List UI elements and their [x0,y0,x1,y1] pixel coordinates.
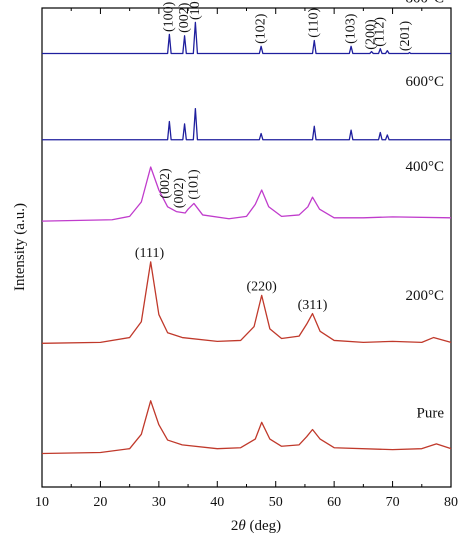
peak-label: (220) [247,280,278,295]
plot-axes: 10 20 30 40 50 60 70 80 [35,7,458,510]
peak-label: (002) [172,178,187,209]
x-tick-label: 10 [35,495,49,510]
peak-label: (103) [343,13,358,44]
series-line-1 [42,107,451,141]
x-tick-label: 80 [444,495,458,510]
series-name-label: 600°C [405,74,444,90]
peak-label: (102) [253,13,268,44]
peak-label: (101) [187,169,202,200]
series-line-4 [41,400,452,455]
series-name-label: Pure [417,406,445,422]
x-tick-label: 30 [152,495,166,510]
plot-frame [41,7,452,488]
y-axis-title: Intensity (a.u.) [12,203,28,291]
x-tick-label: 40 [210,495,224,510]
series-names-layer: 800°C 600°C 400°C 200°C Pure [405,0,444,422]
peak-labels-layer: (100) (002)(101)(102) (110) (103) (200)(112)… [135,0,413,313]
x-tick-label: 50 [269,495,283,510]
x-tick-label: 20 [93,495,107,510]
series-name-label: 800°C [405,0,444,6]
peak-label: (101) [188,0,203,20]
peak-label: (311) [298,298,328,313]
series-line-2 [41,166,452,222]
series-line-0 [42,21,451,55]
series-name-label: 200°C [405,288,444,304]
series-layer [41,21,452,455]
x-axis-title: 2θ (deg) [231,518,281,534]
peak-label: (201) [398,20,413,51]
peak-label: (112) [373,17,388,47]
x-tick-label: 60 [327,495,341,510]
peak-label: (100) [162,1,177,32]
series-name-label: 400°C [405,159,444,175]
peak-label: (002) [177,2,192,33]
peak-label: (002) [158,168,173,199]
x-tick-label: 70 [386,495,400,510]
series-line-3 [41,261,452,344]
peak-label: (110) [307,8,322,38]
peak-label: (200) [364,19,379,50]
peak-label: (111) [135,246,165,261]
